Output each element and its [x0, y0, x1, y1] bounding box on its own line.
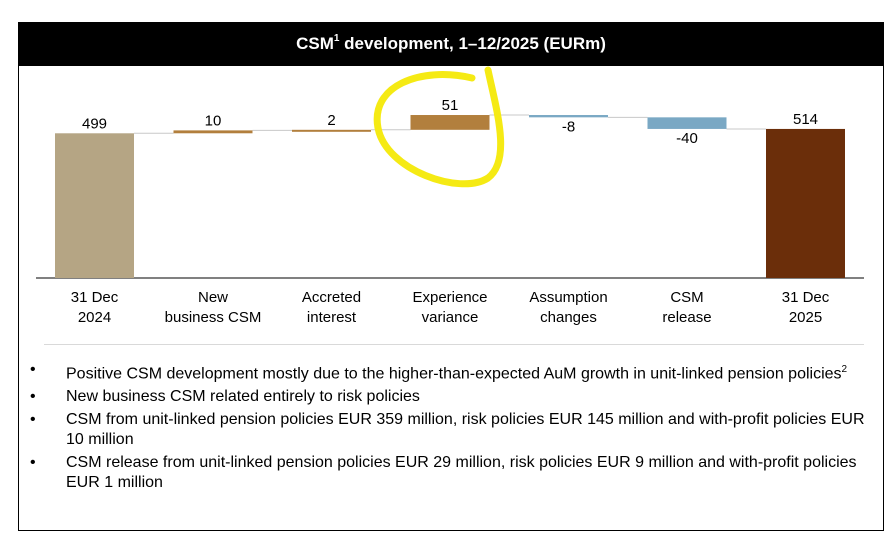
category-label-line: Accreted	[301, 289, 362, 306]
category-label-5: Assumption changes	[509, 288, 629, 328]
value-label-3: 2	[327, 112, 335, 129]
value-label-5: -8	[562, 118, 575, 135]
category-label-3: Accreted interest	[272, 288, 392, 328]
category-label-1: 31 Dec 2024	[35, 288, 155, 328]
category-label-line: 31 Dec	[781, 289, 830, 306]
category-label-4: Experience variance	[390, 288, 510, 328]
bar-5	[529, 115, 608, 118]
category-label-line: Assumption	[529, 289, 608, 306]
category-label-line: New	[197, 289, 228, 306]
header-title-prefix: CSM	[296, 34, 334, 53]
category-label-line: business CSM	[164, 309, 262, 326]
bullet-item: CSM from unit-linked pension policies EU…	[30, 410, 865, 450]
value-label-4: 51	[442, 97, 459, 114]
header-title-suffix: development, 1–12/2025 (EURm)	[339, 34, 606, 53]
category-label-line: 31 Dec	[70, 289, 119, 306]
bullet-text: New business CSM related entirely to ris…	[66, 388, 420, 406]
bar-7	[766, 128, 845, 278]
bar-6	[647, 117, 727, 129]
category-label-line: CSM	[670, 289, 704, 306]
bar-3	[292, 129, 371, 132]
category-labels: 31 Dec 2024 New business CSM Accreted interes…	[0, 288, 885, 333]
bullet-item: CSM release from unit-linked pension pol…	[30, 453, 865, 493]
highlight-circle-annotation	[373, 66, 505, 188]
bar-4	[410, 115, 490, 130]
value-label-7: 514	[793, 111, 818, 128]
category-label-line: Experience	[412, 289, 488, 306]
bullet-item: Positive CSM development mostly due to t…	[30, 360, 865, 384]
bullet-footnote: 2	[841, 364, 848, 375]
category-label-line: variance	[421, 309, 479, 326]
bar-2	[173, 130, 253, 134]
category-label-2: New business CSM	[153, 288, 273, 328]
bar-1	[55, 133, 134, 278]
category-label-line: 2024	[77, 309, 112, 326]
waterfall-chart: 499 10 2 51 -8 -40 514	[36, 66, 864, 279]
category-label-line: release	[662, 309, 712, 326]
category-label-line: 2025	[788, 309, 823, 326]
category-label-7: 31 Dec 2025	[746, 288, 866, 328]
header-title-footnote: 1	[333, 32, 340, 44]
category-label-line: interest	[306, 309, 357, 326]
bullet-list: Positive CSM development mostly due to t…	[30, 360, 865, 496]
category-label-6: CSM release	[627, 288, 747, 328]
chart-header: CSM 1 development, 1–12/2025 (EURm)	[18, 22, 884, 66]
section-divider	[44, 344, 864, 345]
bullet-text: CSM from unit-linked pension policies EU…	[66, 411, 865, 449]
value-label-6: -40	[676, 130, 698, 147]
value-label-1: 499	[82, 115, 107, 132]
category-label-line: changes	[540, 309, 597, 326]
bullet-item: New business CSM related entirely to ris…	[30, 387, 865, 407]
value-label-2: 10	[205, 112, 222, 129]
bullet-text: CSM release from unit-linked pension pol…	[66, 454, 857, 492]
bullet-text: Positive CSM development mostly due to t…	[66, 365, 842, 383]
